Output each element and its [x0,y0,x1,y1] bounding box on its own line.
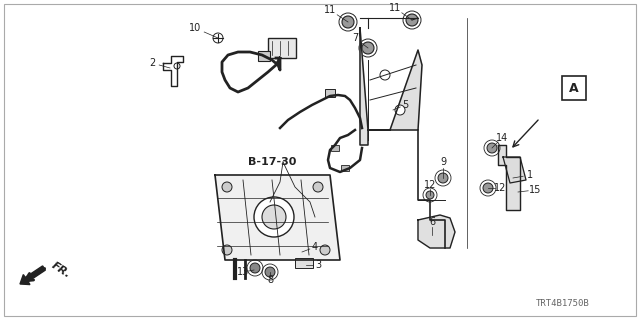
Bar [331,145,339,151]
Circle shape [362,42,374,54]
Polygon shape [498,145,520,210]
Circle shape [250,263,260,273]
Circle shape [254,197,294,237]
Text: 13: 13 [237,267,249,277]
Circle shape [262,205,286,229]
Circle shape [222,245,232,255]
Circle shape [487,143,497,153]
Bar [562,76,586,100]
Text: 2: 2 [149,58,155,68]
Text: 5: 5 [402,100,408,110]
Text: 9: 9 [440,157,446,167]
Circle shape [438,173,448,183]
Bar [268,38,296,58]
Text: 7: 7 [352,33,358,43]
Text: 15: 15 [529,185,541,195]
Circle shape [395,105,405,115]
Bar [258,51,270,61]
Text: 4: 4 [312,242,318,252]
Bar [325,89,335,97]
Polygon shape [215,175,340,260]
Circle shape [222,182,232,192]
FancyArrow shape [20,266,45,284]
Circle shape [320,245,330,255]
Circle shape [380,70,390,80]
Bar [295,258,313,268]
Circle shape [426,191,434,199]
Text: 1: 1 [527,170,533,180]
Text: 6: 6 [429,217,435,227]
Polygon shape [360,28,422,145]
Text: 12: 12 [494,183,506,193]
Polygon shape [503,157,526,183]
Text: TRT4B1750B: TRT4B1750B [536,299,590,308]
Circle shape [265,267,275,277]
Text: 12: 12 [424,180,436,190]
Circle shape [483,183,493,193]
Text: 8: 8 [267,275,273,285]
Circle shape [342,16,354,28]
Text: 3: 3 [315,260,321,270]
Text: B-17-30: B-17-30 [248,157,296,167]
Bar [341,165,349,171]
Polygon shape [163,56,183,86]
Circle shape [313,182,323,192]
Text: FR.: FR. [50,260,73,280]
Text: 11: 11 [324,5,336,15]
Text: 10: 10 [189,23,201,33]
Polygon shape [418,215,455,248]
Text: 11: 11 [389,3,401,13]
Circle shape [406,14,418,26]
Text: 14: 14 [496,133,508,143]
Text: A: A [569,82,579,94]
